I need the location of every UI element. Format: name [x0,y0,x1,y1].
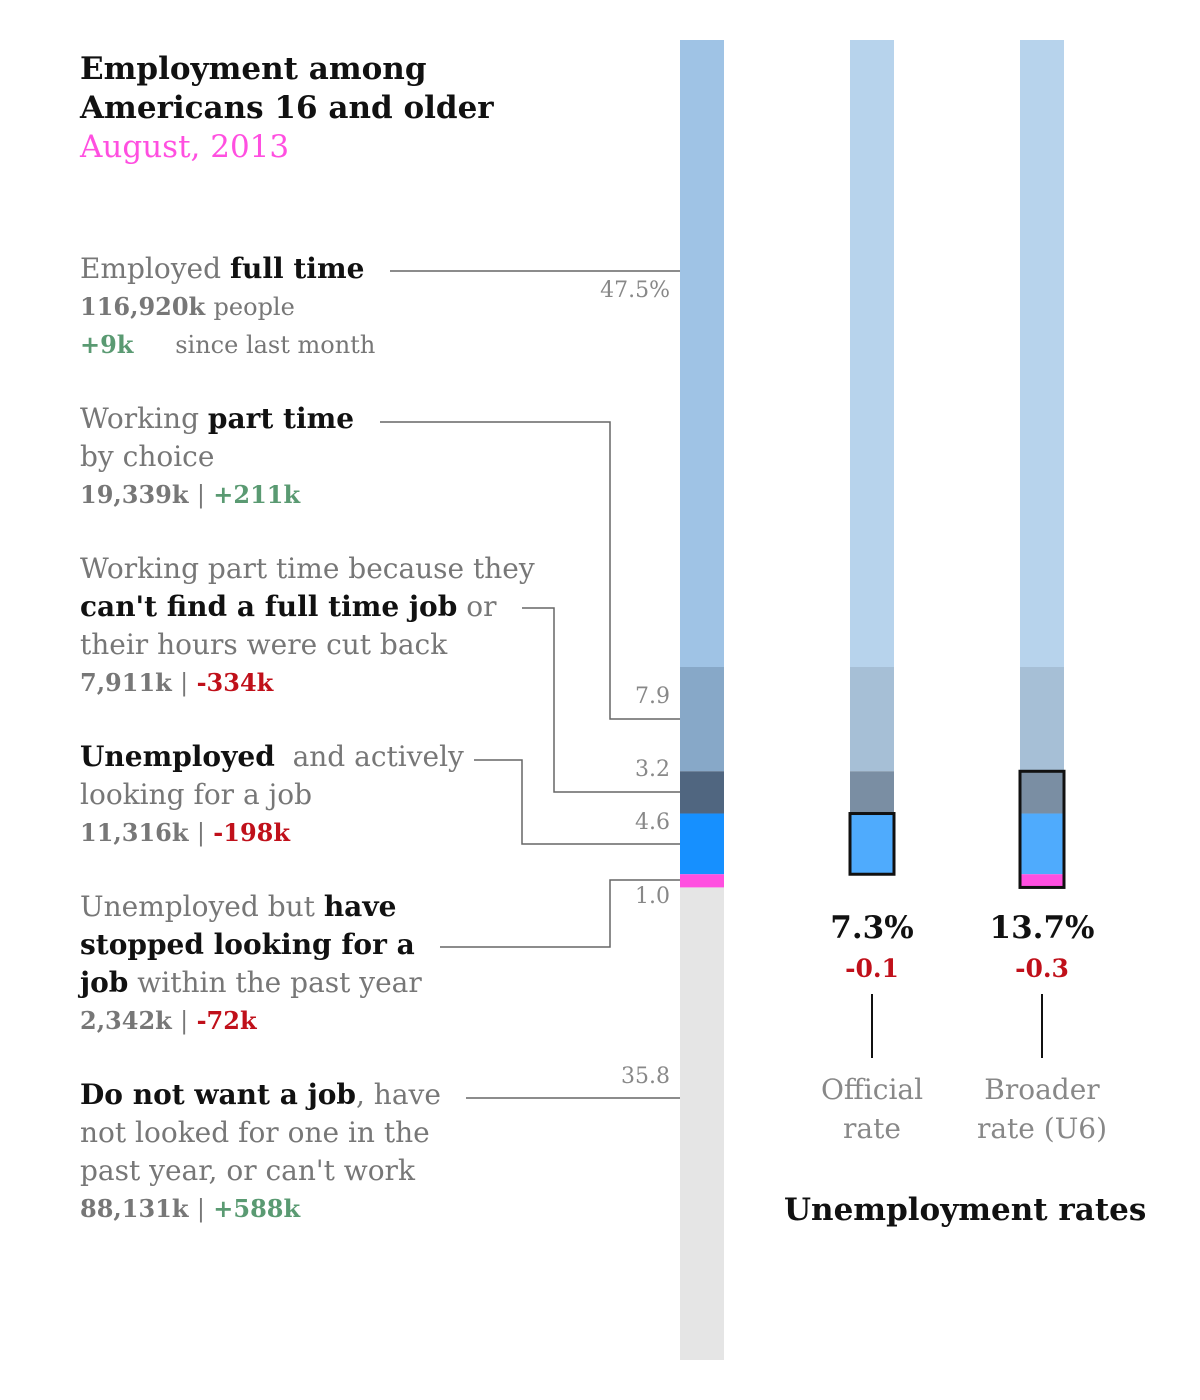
leader-stopped-looking [440,879,680,948]
part-time-econ-change: -334k [196,668,274,697]
category-not-want-job: Do not want a job, have not looked for o… [80,1076,441,1228]
not-want-sep: | [196,1195,205,1223]
stopped-looking-pre: Unemployed but [80,890,324,923]
part-time-econ-sep: | [180,669,189,697]
leader-part-time-econ [522,607,680,793]
part-time-econ-post: or [457,590,497,623]
u6-rate-change: -0.3 [1015,954,1069,983]
segment-label-part-time-econ: 3.2 [635,757,670,782]
full-time-change-suffix: since last month [175,331,376,359]
full-time-count-suffix: people [213,293,295,321]
chart-title: Employment among Americans 16 and older [80,50,494,128]
part-time-econ-line1: Working part time because they [80,552,535,585]
part-time-count: 19,339k [80,480,189,509]
rate-bar-official-segment-unemployed [850,813,894,875]
u6-rate-name: Broader rate (U6) [957,1070,1127,1148]
full-time-bold: full time [229,252,365,285]
official-rate-change: -0.1 [845,954,899,983]
chart-subtitle: August, 2013 [80,129,290,165]
main-bar-segment-full-time [680,40,724,667]
part-time-econ-line3: their hours were cut back [80,628,448,661]
main-bar-segment-part-time-choice [680,667,724,772]
u6-rate-name-line1: Broader [984,1073,1100,1106]
rate-bar-u6-segment-part-time-choice [1020,667,1064,772]
rate-bar-official-segment-part-time-choice [850,667,894,772]
rate-bar-official-segment-full-time [850,40,894,667]
full-time-count: 116,920k [80,292,206,321]
rate-bar-u6-segment-unemployed [1020,813,1064,875]
unemployed-change: -198k [213,818,290,847]
segment-label-part-time-choice: 7.9 [635,684,670,709]
rates-title: Unemployment rates [784,1192,1147,1228]
stopped-looking-bold1: have [323,890,397,923]
stopped-looking-sep: | [180,1007,189,1035]
leader-unemployed [474,759,680,845]
stopped-looking-bold3: job [80,966,129,999]
u6-rate-value: 13.7% [989,910,1095,946]
rate-bar-u6-segment-part-time-econ [1020,771,1064,814]
full-time-change: +9k [80,330,134,359]
category-unemployed: Unemployed and actively looking for a jo… [80,738,464,852]
unemployed-line2: looking for a job [80,778,313,811]
segment-label-unemployed: 4.6 [635,810,670,835]
official-rate-name: Official rate [787,1070,957,1148]
segment-label-not-want: 35.8 [621,1064,670,1089]
part-time-econ-count: 7,911k [80,668,172,697]
not-want-line2: not looked for one in the [80,1116,430,1149]
full-time-text: Employed [80,252,230,285]
unemployed-sep: | [196,819,205,847]
category-part-time-econ: Working part time because they can't fin… [80,550,535,702]
stopped-looking-post: within the past year [128,966,422,999]
title-line-1: Employment among [80,51,427,87]
unemployed-post: and actively [274,740,464,773]
main-bar-segment-not-want [680,887,724,1360]
rate-bar-official-segment-part-time-econ [850,771,894,814]
segment-label-stopped-looking: 1.0 [635,884,670,909]
rate-bar-official-outline [848,812,896,876]
part-time-change: +211k [213,480,301,509]
unemployed-count: 11,316k [80,818,189,847]
not-want-count: 88,131k [80,1194,189,1223]
rate-bar-u6-segment-full-time [1020,40,1064,667]
official-rate-name-line2: rate [843,1112,901,1145]
category-part-time-choice: Working part time by choice 19,339k | +2… [80,400,354,514]
main-bar-segment-unemployed [680,813,724,875]
u6-rate-name-line2: rate (U6) [976,1112,1108,1145]
stopped-looking-change: -72k [196,1006,257,1035]
not-want-bold: Do not want a job [80,1078,356,1111]
unemployed-bold: Unemployed [80,740,275,773]
leader-part-time-choice [380,421,680,720]
not-want-line3: past year, or can't work [80,1154,415,1187]
main-bar-segment-stopped-looking [680,874,724,888]
official-rate-name-line1: Official [820,1073,924,1106]
stopped-looking-bold2: stopped looking for a [80,928,415,961]
stopped-looking-count: 2,342k [80,1006,172,1035]
rate-bar-u6-outline [1018,769,1066,889]
main-bar-segment-part-time-econ [680,771,724,814]
not-want-post: , have [355,1078,441,1111]
segment-label-full-time: 47.5% [600,278,670,303]
rate-bar-u6-segment-stopped-looking [1020,874,1064,888]
category-stopped-looking: Unemployed but have stopped looking for … [80,888,422,1040]
part-time-line2: by choice [80,440,215,473]
part-time-sep: | [196,481,205,509]
title-line-2: Americans 16 and older [80,90,494,126]
part-time-text: Working [80,402,208,435]
official-rate-value: 7.3% [830,910,914,946]
part-time-bold: part time [207,402,355,435]
category-full-time: Employed full time 116,920k people +9k s… [80,250,375,364]
part-time-econ-bold: can't find a full time job [80,590,458,623]
not-want-change: +588k [213,1194,301,1223]
